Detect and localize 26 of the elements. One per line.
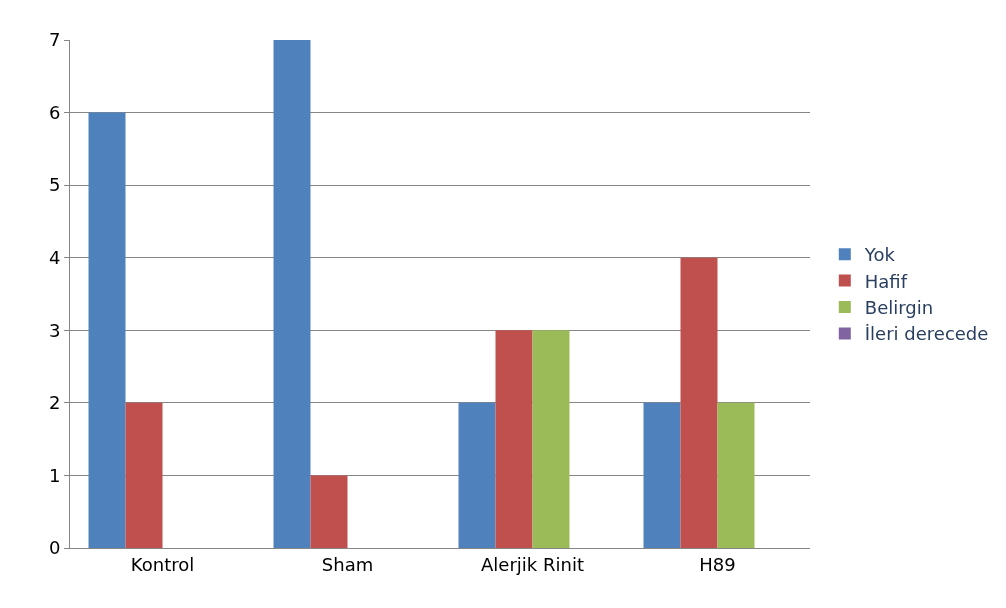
x-tick-label: Sham: [321, 553, 374, 575]
y-tick-label: 6: [48, 101, 61, 123]
x-tick-label: Kontrol: [130, 553, 195, 575]
y-tick-label: 4: [48, 247, 61, 269]
y-tick-label: 1: [48, 464, 61, 486]
legend-label: İleri derecede: [864, 323, 989, 345]
y-tick-label: 7: [48, 29, 61, 51]
bar: [495, 330, 533, 548]
bar: [88, 112, 126, 548]
legend-label: Hafif: [864, 270, 908, 292]
bar: [643, 402, 681, 548]
legend-label: Belirgin: [864, 297, 934, 319]
bar: [532, 330, 570, 548]
bar: [273, 40, 311, 548]
y-tick-label: 3: [48, 319, 61, 341]
bar: [125, 402, 163, 548]
bar: [458, 402, 496, 548]
y-tick-label: 2: [48, 392, 61, 414]
legend-label: Yok: [863, 244, 896, 266]
bar: [310, 475, 348, 548]
y-tick-label: 5: [48, 174, 61, 196]
bar: [680, 257, 718, 548]
x-tick-label: Alerjik Rinit: [481, 553, 584, 575]
bar: [717, 402, 755, 548]
x-tick-label: H89: [699, 553, 736, 575]
y-tick-label: 0: [48, 537, 61, 559]
